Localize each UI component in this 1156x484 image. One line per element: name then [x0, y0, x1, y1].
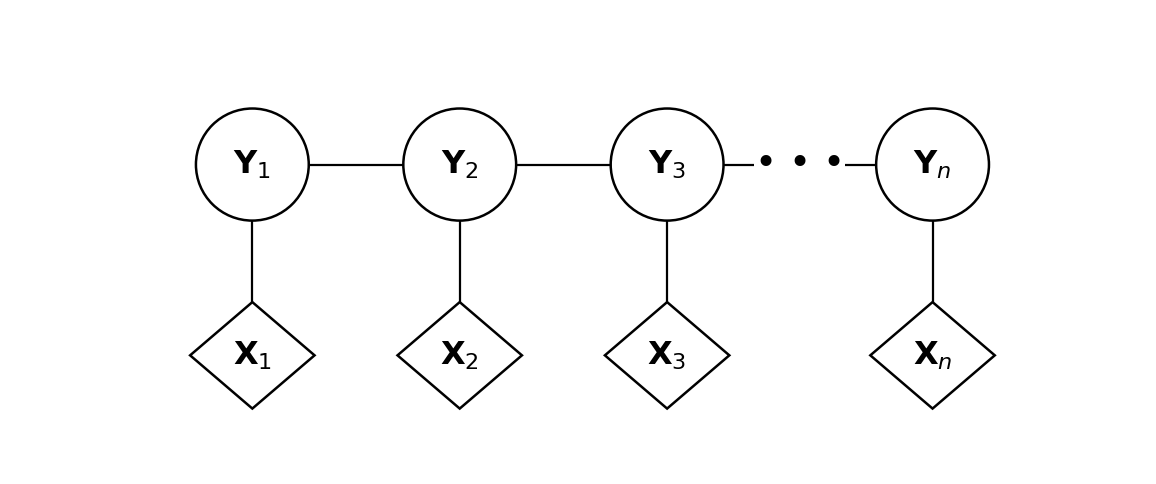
- Text: $\mathbf{X}_{2}$: $\mathbf{X}_{2}$: [440, 339, 480, 372]
- Polygon shape: [870, 302, 995, 408]
- Text: $\mathbf{X}_{n}$: $\mathbf{X}_{n}$: [913, 339, 953, 372]
- Text: • • •: • • •: [755, 147, 845, 182]
- Polygon shape: [190, 302, 314, 408]
- Text: $\mathbf{Y}_{1}$: $\mathbf{Y}_{1}$: [234, 149, 272, 181]
- Ellipse shape: [610, 108, 724, 221]
- Text: $\mathbf{Y}_{2}$: $\mathbf{Y}_{2}$: [440, 149, 479, 181]
- Text: $\mathbf{Y}_{3}$: $\mathbf{Y}_{3}$: [649, 149, 687, 181]
- Ellipse shape: [876, 108, 990, 221]
- Text: $\mathbf{X}_{3}$: $\mathbf{X}_{3}$: [647, 339, 687, 372]
- Text: $\mathbf{X}_{1}$: $\mathbf{X}_{1}$: [232, 339, 272, 372]
- Polygon shape: [398, 302, 523, 408]
- Ellipse shape: [403, 108, 516, 221]
- Ellipse shape: [195, 108, 309, 221]
- Text: $\mathbf{Y}_{n}$: $\mathbf{Y}_{n}$: [913, 149, 951, 181]
- Polygon shape: [605, 302, 729, 408]
